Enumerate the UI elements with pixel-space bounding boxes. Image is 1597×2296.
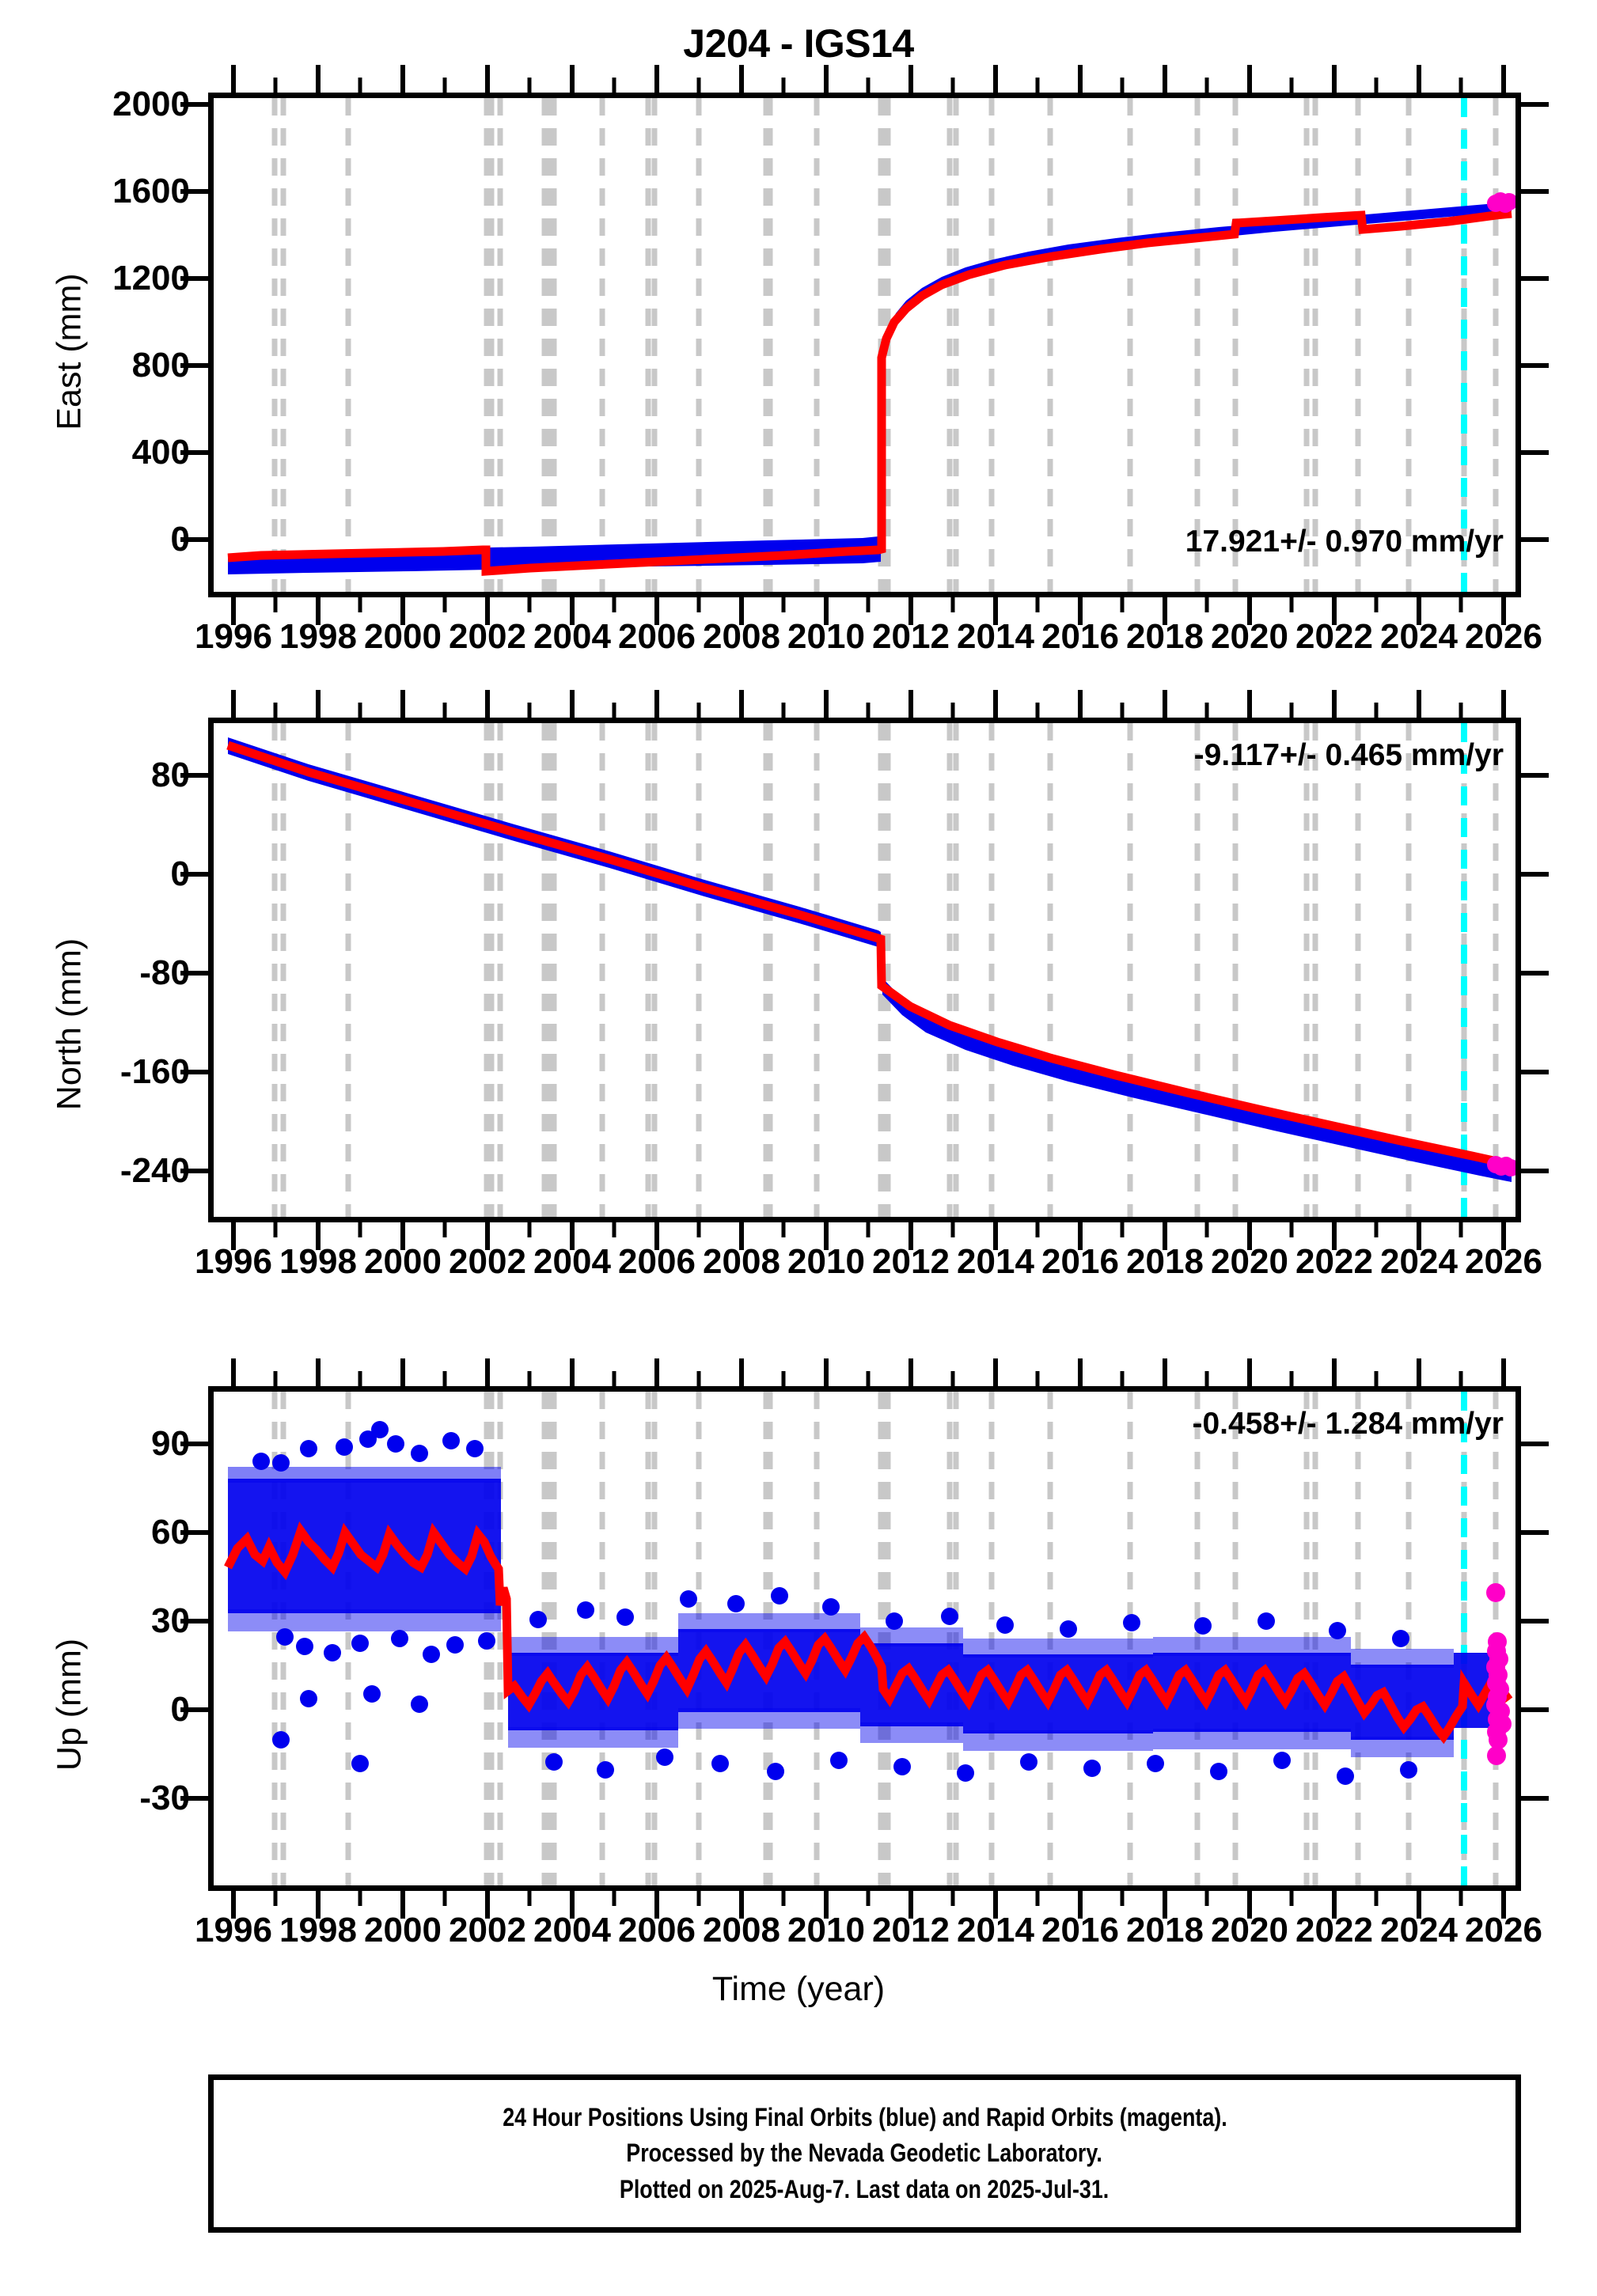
panel-up: Up (mm) bbox=[0, 1345, 1597, 2025]
up-rate-label: -0.458+/- 1.284 mm/yr bbox=[1192, 1407, 1504, 1441]
north-plot-frame bbox=[208, 718, 1521, 1222]
caption-line-2: Processed by the Nevada Geodetic Laborat… bbox=[626, 2139, 1103, 2168]
up-model-line bbox=[224, 1521, 1513, 1745]
north-ytick-n240: -240 bbox=[119, 1151, 190, 1190]
east-rate-label: 17.921+/- 0.970 mm/yr bbox=[1185, 525, 1504, 559]
caption-box: 24 Hour Positions Using Final Orbits (bl… bbox=[208, 2074, 1521, 2233]
up-plot-frame bbox=[208, 1386, 1521, 1891]
east-plot-canvas bbox=[227, 98, 1515, 592]
east-plot-frame bbox=[208, 93, 1521, 597]
east-ytick-800: 800 bbox=[131, 346, 190, 385]
page-title: J204 - IGS14 bbox=[683, 21, 914, 66]
caption-line-3: Plotted on 2025-Aug-7. Last data on 2025… bbox=[620, 2174, 1110, 2203]
east-model-line bbox=[227, 209, 1512, 576]
north-final-orbit-data bbox=[228, 737, 1512, 1182]
north-model-line bbox=[226, 741, 1513, 1169]
north-ytick-n160: -160 bbox=[119, 1052, 190, 1091]
x-axis-title: Time (year) bbox=[711, 1970, 886, 2008]
north-rate-label: -9.117+/- 0.465 mm/yr bbox=[1193, 738, 1504, 772]
up-plot-canvas bbox=[224, 1392, 1513, 1885]
east-ytick-400: 400 bbox=[131, 433, 190, 472]
east-ytick-1200: 1200 bbox=[112, 259, 190, 297]
up-rapid-orbit-data bbox=[1486, 1583, 1512, 1765]
north-rapid-orbit-data bbox=[1487, 1156, 1515, 1176]
east-ytick-1600: 1600 bbox=[112, 172, 190, 210]
north-plot-canvas bbox=[226, 723, 1515, 1217]
east-ytick-2000: 2000 bbox=[112, 85, 190, 123]
north-step-lines bbox=[271, 723, 1499, 1217]
caption-line-1: 24 Hour Positions Using Final Orbits (bl… bbox=[502, 2102, 1227, 2131]
panel-east: East (mm) bbox=[0, 0, 1597, 665]
east-rapid-orbit-data bbox=[1487, 192, 1515, 213]
